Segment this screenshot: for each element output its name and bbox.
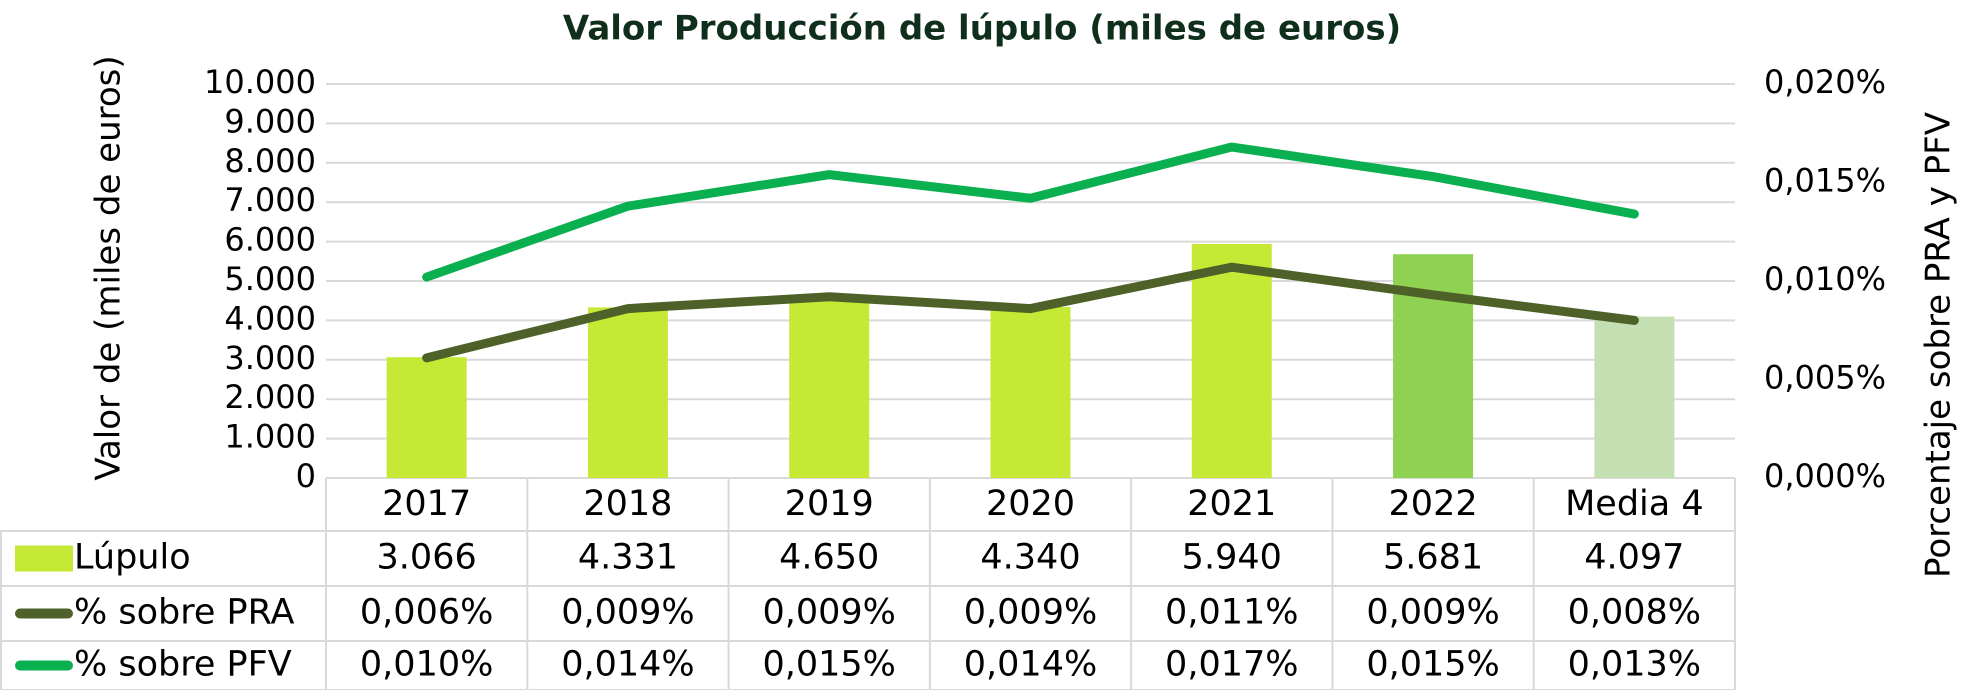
table-value: 0,009% bbox=[1366, 593, 1499, 633]
legend-key bbox=[15, 545, 73, 572]
chart-title: Valor Producción de lúpulo (miles de eur… bbox=[563, 9, 1401, 49]
x-tick-label: 2017 bbox=[382, 484, 471, 524]
legend-label: % sobre PFV bbox=[74, 645, 292, 685]
legend-label: Lúpulo bbox=[74, 538, 191, 578]
bar bbox=[587, 307, 668, 478]
y-axis-label: Valor de (miles de euros) bbox=[89, 55, 129, 480]
y-tick-label: 5.000 bbox=[224, 260, 316, 298]
table-value: 5.681 bbox=[1383, 538, 1483, 578]
table-value: 0,010% bbox=[360, 645, 493, 685]
legend-label: % sobre PRA bbox=[74, 593, 295, 633]
line bbox=[422, 262, 1639, 363]
table-value: 0,009% bbox=[762, 593, 895, 633]
y-tick-label: 8.000 bbox=[224, 142, 316, 180]
x-tick-label: 2020 bbox=[986, 484, 1075, 524]
table-value: 0,013% bbox=[1568, 645, 1701, 685]
table-value: 0,006% bbox=[360, 593, 493, 633]
y2-tick-label: 0,015% bbox=[1764, 162, 1886, 200]
table-value: 0,015% bbox=[762, 645, 895, 685]
y-tick-label: 4.000 bbox=[224, 299, 316, 337]
table-value: 0,008% bbox=[1568, 593, 1701, 633]
x-tick-label: 2019 bbox=[785, 484, 874, 524]
y-tick-label: 7.000 bbox=[224, 181, 316, 219]
table-value: 0,014% bbox=[964, 645, 1097, 685]
table-value: 0,014% bbox=[561, 645, 694, 685]
bar bbox=[386, 357, 467, 478]
y-tick-label: 1.000 bbox=[224, 418, 316, 456]
x-tick-label: 2018 bbox=[583, 484, 672, 524]
table-value: 4.340 bbox=[980, 538, 1080, 578]
table-value: 4.097 bbox=[1584, 538, 1684, 578]
bar bbox=[1191, 243, 1272, 478]
x-tick-label: 2022 bbox=[1389, 484, 1478, 524]
y-tick-label: 9.000 bbox=[224, 102, 316, 140]
table-value: 0,009% bbox=[561, 593, 694, 633]
y-tick-label: 2.000 bbox=[224, 378, 316, 416]
line bbox=[422, 142, 1639, 282]
y2-axis-label: Porcentaje sobre PRA y PFV bbox=[1919, 112, 1959, 578]
y2-tick-label: 0,000% bbox=[1764, 457, 1886, 495]
table-value: 3.066 bbox=[377, 538, 477, 578]
y-tick-label: 3.000 bbox=[224, 339, 316, 377]
table-value: 0,015% bbox=[1366, 645, 1499, 685]
bar bbox=[789, 294, 870, 478]
y2-tick-label: 0,010% bbox=[1764, 260, 1886, 298]
table-value: 4.650 bbox=[779, 538, 879, 578]
x-tick-label: Media 4 bbox=[1565, 484, 1704, 524]
table-value: 5.940 bbox=[1182, 538, 1282, 578]
y-tick-label: 10.000 bbox=[204, 63, 316, 101]
y2-tick-label: 0,005% bbox=[1764, 359, 1886, 397]
table-value: 0,011% bbox=[1165, 593, 1298, 633]
bar bbox=[1594, 316, 1675, 478]
table-value: 0,009% bbox=[964, 593, 1097, 633]
y-tick-label: 6.000 bbox=[224, 221, 316, 259]
x-tick-label: 2021 bbox=[1187, 484, 1276, 524]
bar bbox=[990, 307, 1071, 478]
table-value: 4.331 bbox=[578, 538, 678, 578]
table-value: 0,017% bbox=[1165, 645, 1298, 685]
y2-tick-label: 0,020% bbox=[1764, 63, 1886, 101]
y-tick-label: 0 bbox=[296, 457, 316, 495]
